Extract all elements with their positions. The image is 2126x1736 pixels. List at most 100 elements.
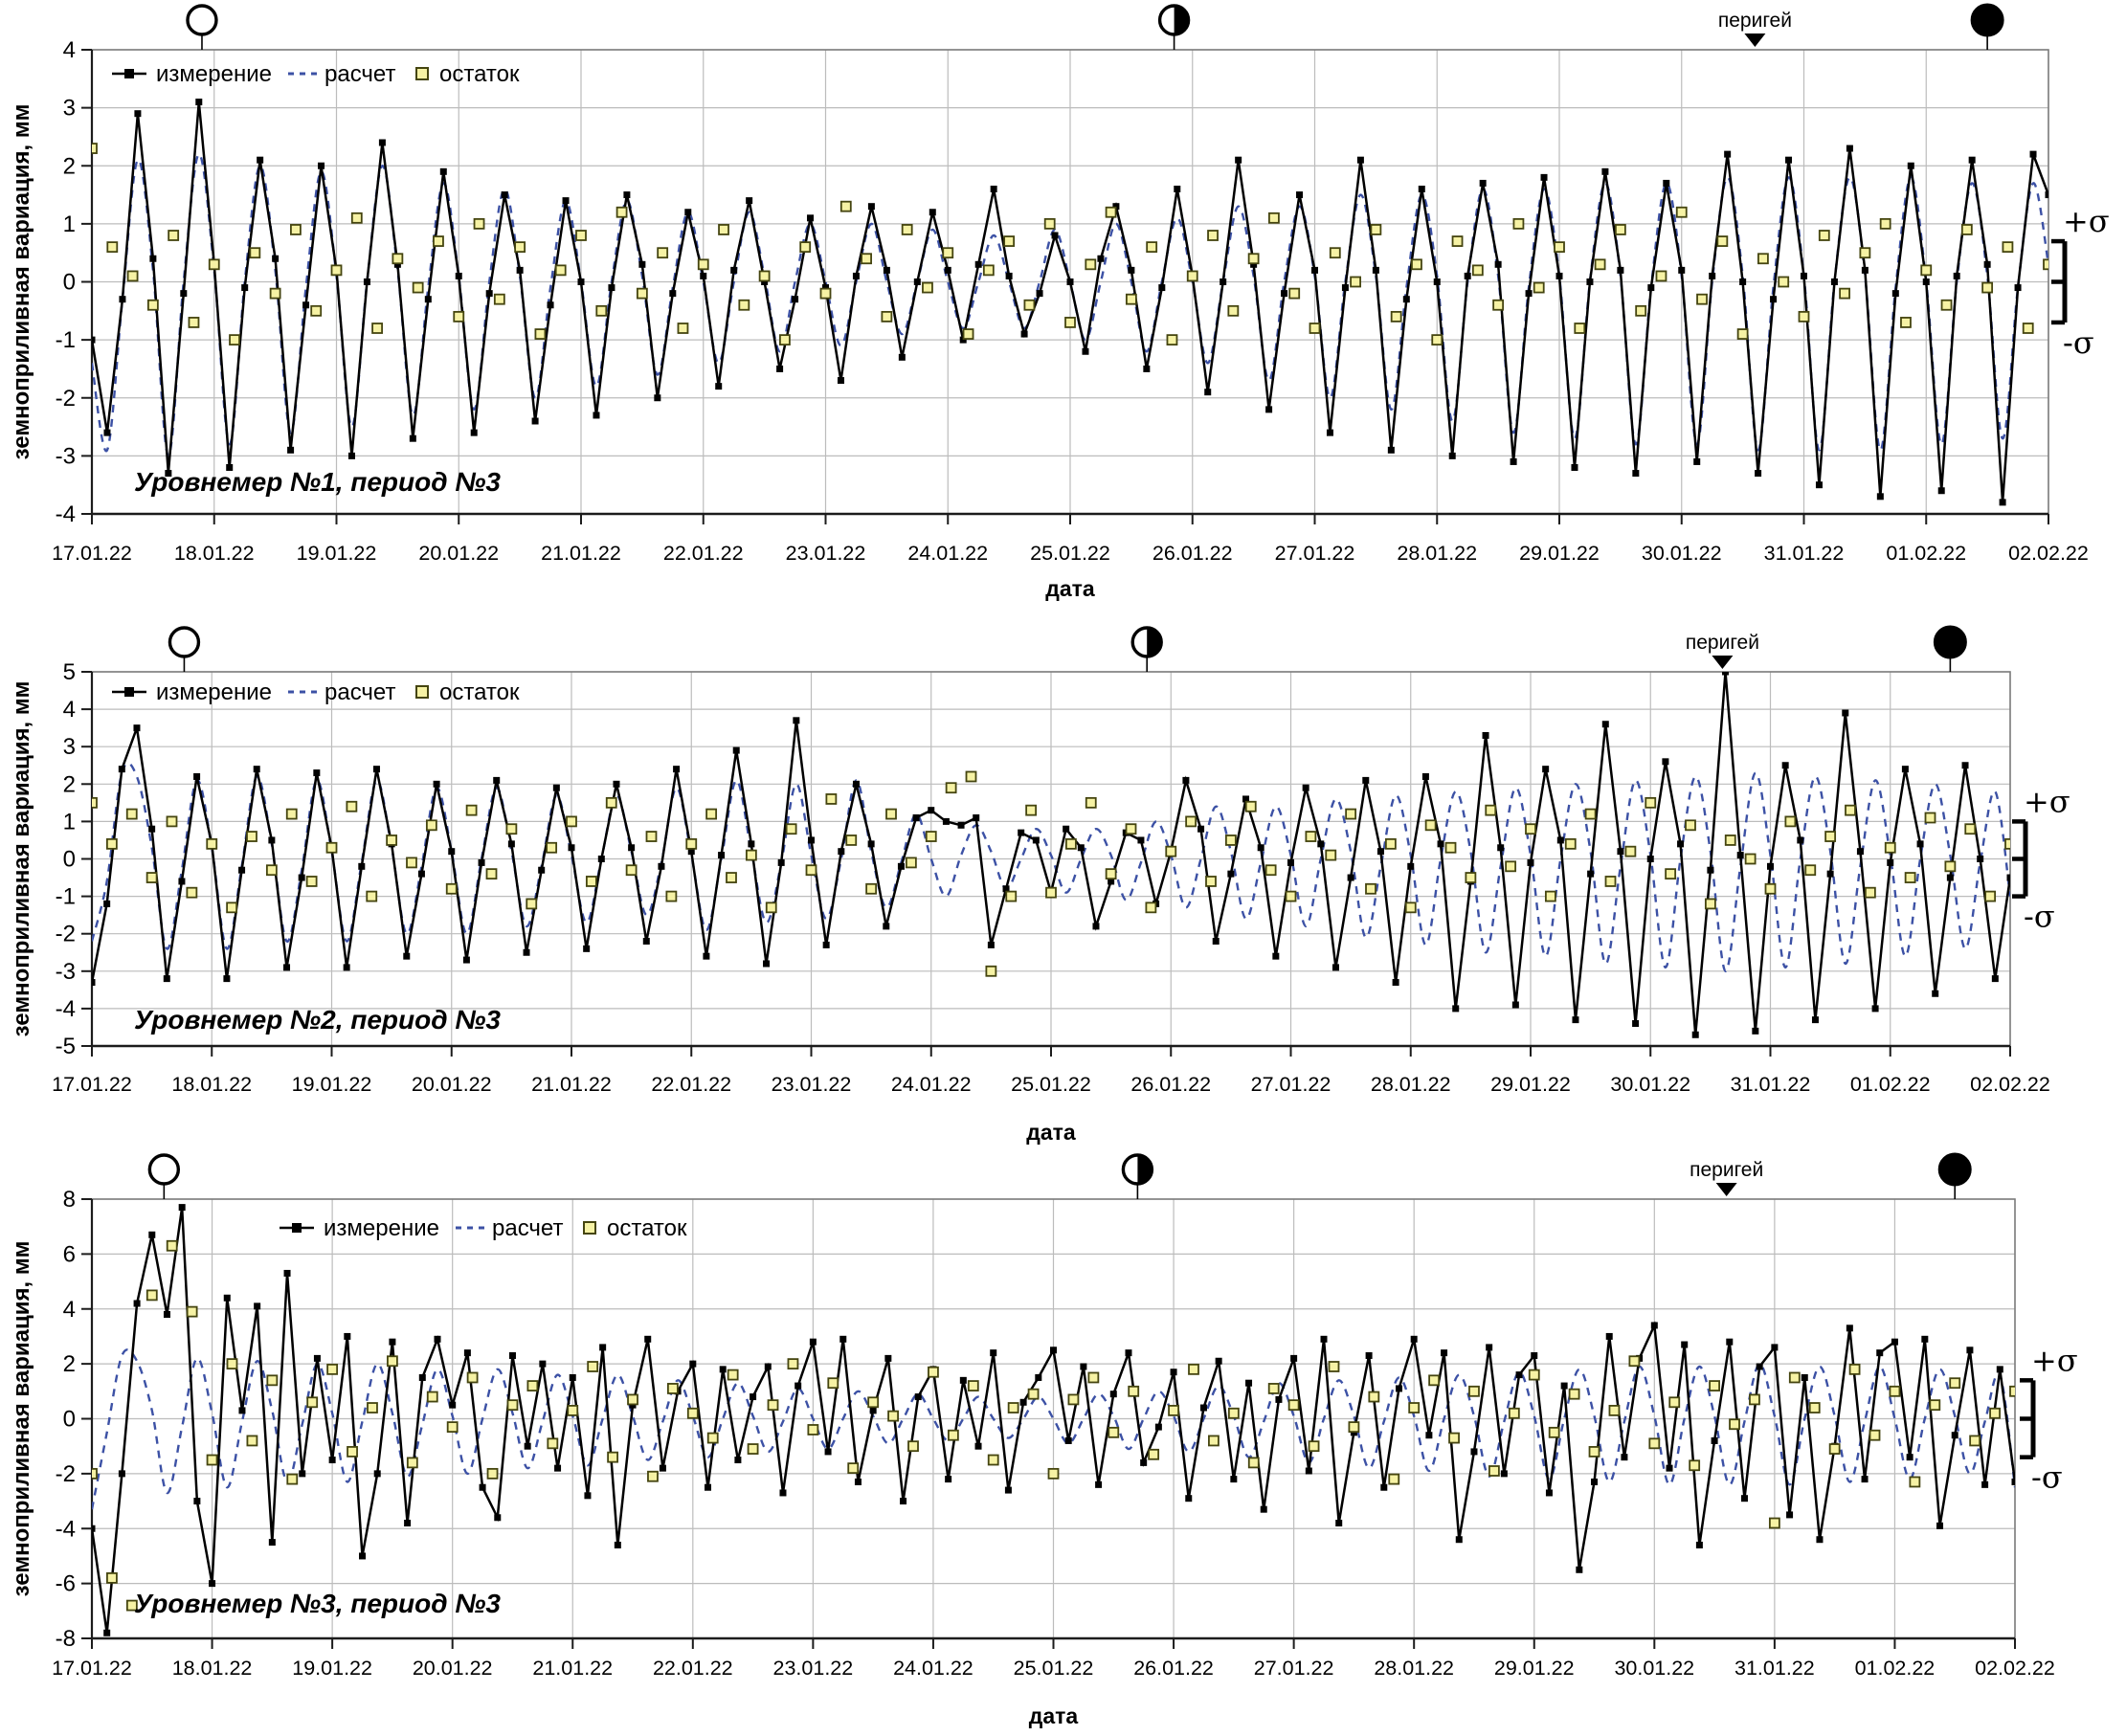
measurement-marker <box>1347 874 1354 881</box>
measurement-marker <box>552 784 560 791</box>
measurement-marker <box>178 878 186 885</box>
measurement-marker <box>1861 1476 1869 1483</box>
measurement-marker <box>1961 762 1969 769</box>
residual-marker <box>1105 868 1117 880</box>
residual-marker <box>1709 1380 1720 1391</box>
residual-marker <box>1608 1404 1621 1416</box>
measurement-marker <box>149 255 157 262</box>
residual-marker <box>1729 1418 1740 1431</box>
measurement-marker <box>418 1373 426 1381</box>
measurement-marker <box>1991 975 1999 983</box>
measurement-marker <box>1681 1341 1689 1348</box>
measurement-marker <box>148 825 156 833</box>
y-tick-label: -4 <box>56 996 76 1022</box>
measurement-marker <box>434 1335 441 1343</box>
measurement-marker <box>898 353 906 361</box>
measurement-marker <box>1500 1470 1508 1478</box>
residual-marker <box>1969 1435 1981 1447</box>
residual-marker <box>566 815 577 828</box>
residual-marker <box>1989 1407 2001 1419</box>
residual-marker <box>1145 901 1157 914</box>
x-tick-label: 22.01.22 <box>651 1073 731 1096</box>
measurement-marker <box>730 266 738 274</box>
measurement-marker <box>689 1360 697 1368</box>
residual-marker <box>627 1393 638 1406</box>
measurement-marker <box>1511 1001 1519 1009</box>
residual-marker <box>186 1305 198 1318</box>
measurement-marker <box>761 278 769 285</box>
residual-marker <box>1798 310 1810 323</box>
residual-marker <box>226 901 238 914</box>
measurement-marker <box>1077 844 1085 852</box>
measurement-marker <box>393 260 401 268</box>
measurement-marker <box>1204 389 1212 396</box>
x-tick-label: 02.02.22 <box>2008 542 2089 565</box>
residual-marker <box>2004 837 2010 850</box>
residual-marker <box>1665 868 1677 880</box>
measurement-marker <box>1464 272 1471 279</box>
legend: измерение расчет остаток <box>112 679 520 705</box>
measurement-marker <box>583 945 591 952</box>
residual-marker <box>1471 264 1484 277</box>
measurement-marker <box>897 862 905 870</box>
residual-marker <box>1744 853 1757 865</box>
measurement-marker <box>1646 856 1654 862</box>
measurement-marker <box>703 952 710 960</box>
y-tick-label: 5 <box>63 659 76 685</box>
measurement-marker <box>1425 1432 1433 1439</box>
measurement-marker <box>1486 1344 1493 1351</box>
residual-marker <box>1166 334 1178 346</box>
residual-marker <box>269 287 281 300</box>
measurement-marker <box>1063 825 1070 833</box>
measurement-marker <box>494 1514 502 1522</box>
measurement-marker <box>974 1442 982 1450</box>
measurement-marker <box>1326 429 1333 436</box>
measurement-marker <box>1756 1363 1763 1370</box>
measurement-marker <box>1335 1520 1343 1527</box>
measurement-marker <box>1311 266 1318 274</box>
residual-marker <box>229 334 240 346</box>
measurement-marker <box>608 284 615 292</box>
residual-marker <box>605 796 617 809</box>
measurement-marker <box>1677 840 1685 848</box>
measurement-marker <box>973 813 980 821</box>
measurement-marker <box>599 1344 607 1351</box>
residual-marker <box>1648 1437 1661 1450</box>
measurement-marker <box>1407 862 1415 870</box>
measurement-marker <box>455 272 462 279</box>
measurement-marker <box>1693 457 1701 465</box>
residual-marker <box>1533 281 1545 294</box>
residual-marker <box>1909 1476 1921 1488</box>
residual-marker <box>928 1366 939 1378</box>
measurement-marker <box>929 209 936 216</box>
residual-marker <box>406 1457 418 1469</box>
measurement-marker <box>501 191 508 199</box>
measurement-marker <box>1724 150 1732 158</box>
measurement-marker <box>987 941 995 948</box>
x-tick-label: 26.01.22 <box>1130 1073 1211 1096</box>
measurement-marker <box>1662 758 1669 766</box>
x-tick-label: 31.01.22 <box>1731 1073 1811 1096</box>
measurement-marker <box>1140 1458 1148 1466</box>
sigma-plus-label: +σ <box>2024 783 2070 819</box>
residual-marker <box>985 965 997 977</box>
measurement-marker <box>1275 1395 1283 1403</box>
last-quarter-moon-fill <box>1137 1155 1153 1184</box>
measurement-marker <box>638 260 646 268</box>
residual-marker <box>145 872 158 883</box>
y-tick-label: -2 <box>56 1461 76 1487</box>
x-tick-label: 19.01.22 <box>292 1657 372 1680</box>
x-tick-label: 17.01.22 <box>52 1657 132 1680</box>
legend-measurement-marker <box>292 1223 302 1233</box>
residual-marker <box>1448 1432 1460 1444</box>
last-quarter-moon-fill <box>1174 6 1189 34</box>
residual-marker <box>1614 224 1626 235</box>
measurement-marker <box>613 780 620 788</box>
x-tick-label: 21.01.22 <box>541 542 621 565</box>
measurement-marker <box>719 1366 727 1373</box>
residual-marker <box>206 837 218 850</box>
measurement-marker <box>808 836 815 844</box>
measurement-marker <box>777 858 785 866</box>
residual-marker <box>745 849 757 861</box>
residual-marker <box>371 323 383 334</box>
